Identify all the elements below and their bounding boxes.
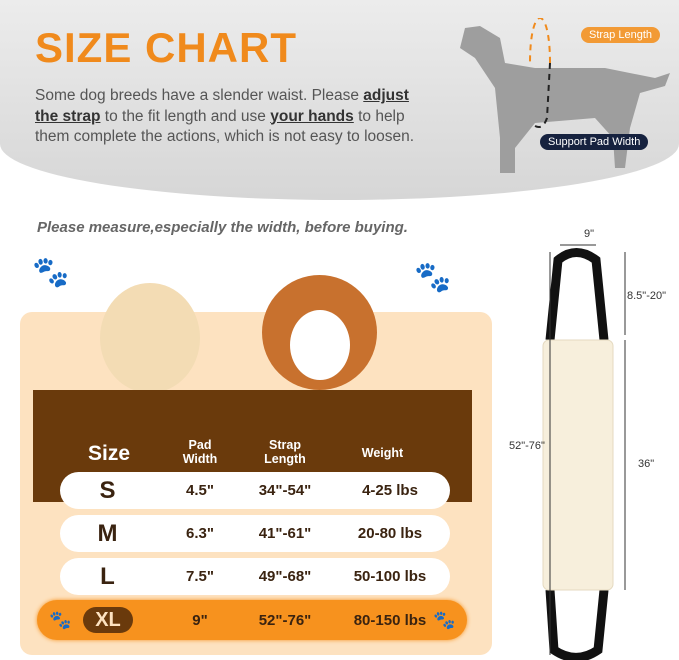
intro-text: Some dog breeds have a slender waist. Pl…: [35, 86, 425, 148]
size-cell: S: [99, 476, 116, 504]
intro-part: to the fit length and use: [100, 107, 271, 125]
corgi-face: [290, 310, 350, 380]
paw-icon: 🐾: [414, 261, 452, 294]
size-cell: XL: [83, 607, 133, 633]
size-cell: M: [97, 519, 118, 547]
weight-cell: 20-80 lbs: [357, 525, 423, 542]
weight-cell: 50-100 lbs: [353, 568, 427, 585]
header-pad-width: Pad Width: [182, 438, 218, 466]
intro-part: to help them complete the actions, which…: [35, 107, 415, 146]
measure-tip: Please measure,especially the width, bef…: [37, 219, 408, 236]
golden-retriever-image: [100, 283, 200, 393]
header-size: Size: [87, 442, 131, 465]
page-title: SIZE CHART: [35, 24, 297, 71]
paw-icon: 🐾: [32, 256, 70, 289]
weight-cell: 4-25 lbs: [362, 482, 418, 499]
strap-dimension: 8.5"-20": [627, 290, 666, 302]
support-pad-width-label: Support Pad Width: [540, 134, 649, 150]
pad-cell: 6.3": [186, 525, 214, 542]
width-dimension: 9": [584, 228, 595, 240]
total-length-dimension: 52"-76": [509, 440, 545, 452]
header-strap-length: Strap Length: [264, 438, 306, 466]
table-row: L 7.5" 49"-68" 50-100 lbs: [60, 558, 450, 595]
pad-cell: 4.5": [186, 482, 214, 499]
strap-cell: 52"-76": [258, 611, 312, 629]
pad-cell: 7.5": [186, 568, 214, 585]
intro-emphasis: your hands: [270, 107, 354, 125]
header-weight: Weight: [361, 446, 404, 460]
paw-icon: 🐾: [49, 609, 72, 630]
pad-cell: 9": [192, 611, 208, 629]
intro-part: Some dog breeds have a slender waist. Pl…: [35, 87, 364, 104]
paw-icon: 🐾: [433, 609, 456, 630]
strap-cell: 49"-68": [258, 568, 312, 585]
intro-emphasis: adjust the strap: [35, 87, 409, 125]
table-row: M 6.3" 41"-61" 20-80 lbs: [60, 515, 450, 552]
strap-cell: 34"-54": [258, 482, 312, 499]
strap-cell: 41"-61": [258, 525, 312, 542]
size-cell: L: [100, 562, 115, 590]
pad-length-dimension: 36": [638, 458, 655, 470]
strap-length-label: Strap Length: [581, 27, 660, 43]
product-image: [542, 244, 626, 660]
table-row: S 4.5" 34"-54" 4-25 lbs: [60, 472, 450, 509]
table-row-highlighted: 🐾 XL 9" 52"-76" 80-150 lbs 🐾: [37, 600, 467, 640]
weight-cell: 80-150 lbs: [353, 611, 427, 629]
